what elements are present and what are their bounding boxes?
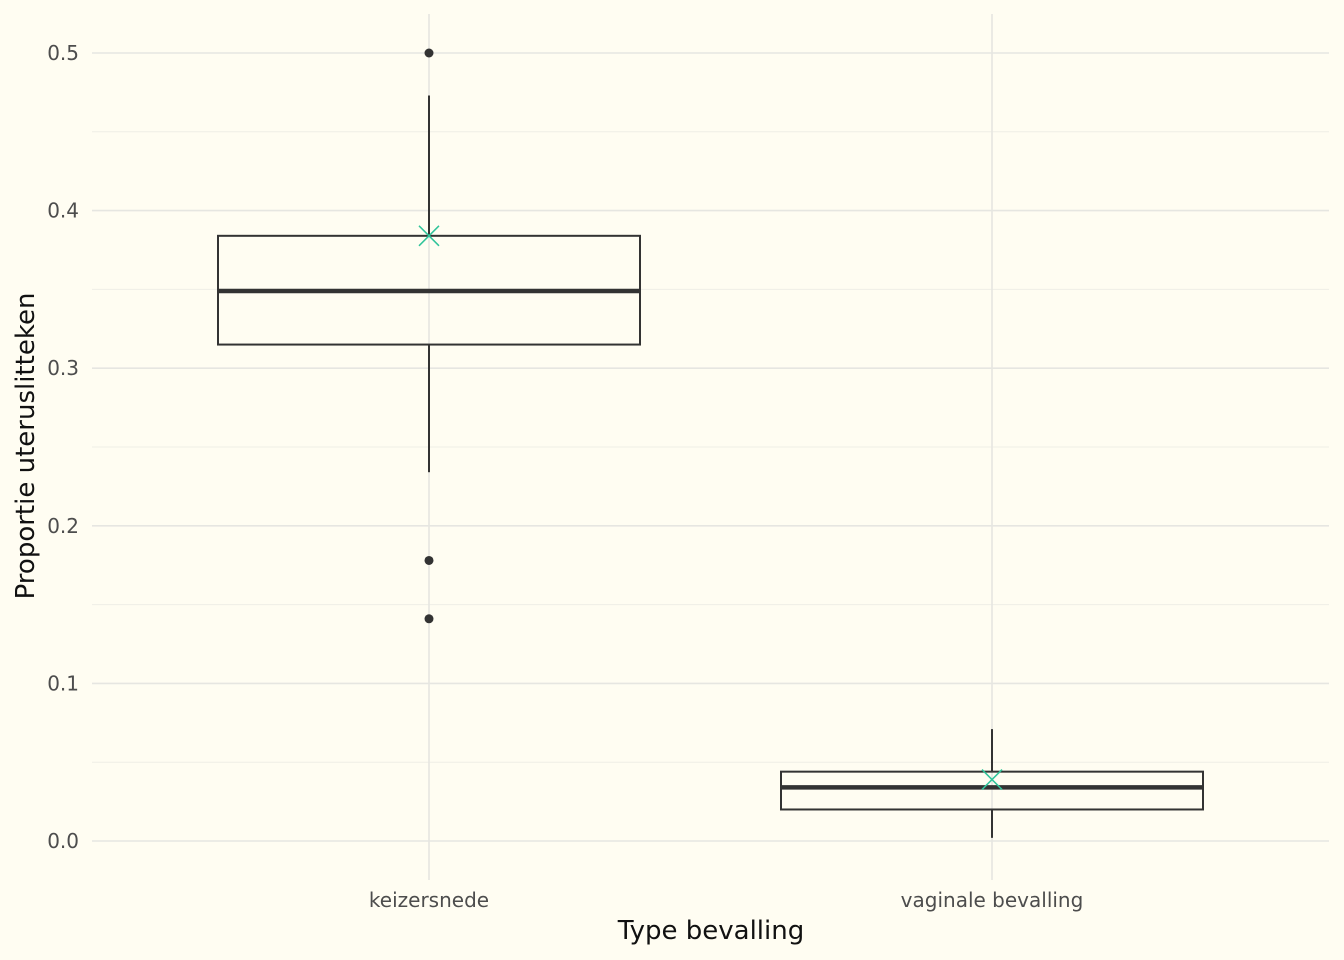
boxes [217,48,1204,838]
x-axis-ticks: keizersnede vaginale bevalling [369,888,1083,912]
y-axis-title: Proportie uteruslitteken [11,293,41,600]
interquartile-box [780,770,1204,811]
mean-marker-stroke [981,769,1003,791]
y-tick-label: 0.3 [47,356,79,380]
box-vaginale-bevalling [780,729,1204,838]
x-tick-label: keizersnede [369,888,489,912]
outlier-point [424,555,434,565]
y-tick-label: 0.1 [47,671,79,695]
y-tick-label: 0.2 [47,514,79,538]
mean-marker-stroke [418,225,440,247]
y-tick-label: 0.4 [47,199,79,223]
mean-marker [981,769,1003,791]
outlier-point [424,614,434,624]
x-tick-label: vaginale bevalling [901,888,1084,912]
mean-marker [418,225,440,247]
y-tick-label: 0.0 [47,829,79,853]
outlier-point [424,48,434,58]
y-axis-ticks: 0.0 0.1 0.2 0.3 0.4 0.5 [47,41,79,853]
x-axis-title: Type bevalling [617,916,804,946]
box-keizersnede [217,48,641,624]
y-tick-label: 0.5 [47,41,79,65]
